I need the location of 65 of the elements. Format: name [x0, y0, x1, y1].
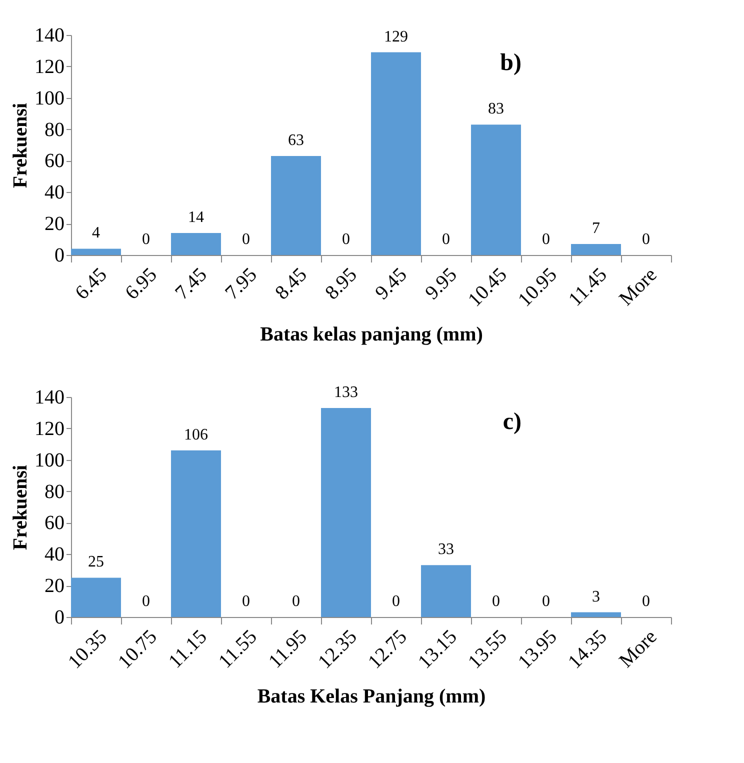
data-label: 0 — [542, 231, 550, 248]
data-label: 0 — [342, 231, 350, 248]
text: c) — [502, 409, 522, 435]
data-label: 0 — [642, 231, 650, 248]
x-tick-label: 9.95 — [421, 264, 462, 304]
bar — [571, 612, 621, 617]
bar — [71, 578, 121, 617]
bar — [371, 52, 421, 255]
data-label: 63 — [288, 132, 304, 149]
y-tick-label: 140 — [34, 24, 64, 46]
data-label: 25 — [88, 554, 104, 571]
bar — [421, 565, 471, 617]
data-label: 0 — [292, 593, 300, 610]
x-tick-label: 6.45 — [71, 264, 112, 304]
x-axis-title: Batas Kelas Panjang (mm) — [257, 685, 486, 708]
data-label: 7 — [592, 220, 600, 237]
x-tick-label: 7.45 — [171, 264, 212, 304]
x-tick-label: 6.95 — [121, 264, 162, 304]
y-tick-label: 120 — [34, 56, 64, 78]
bar — [571, 244, 621, 255]
data-label: 0 — [542, 593, 550, 610]
bar — [171, 450, 221, 617]
y-tick-label: 60 — [44, 512, 64, 534]
data-label: 4 — [92, 224, 100, 242]
y-tick-label: 60 — [44, 150, 64, 172]
data-label: 0 — [492, 593, 500, 610]
data-label: 3 — [592, 588, 600, 606]
bar — [321, 408, 371, 617]
y-tick-label: 100 — [34, 449, 64, 472]
y-axis-title: Frekuensi — [10, 102, 32, 188]
data-label: 0 — [142, 593, 150, 610]
x-tick-label: 8.45 — [271, 264, 312, 304]
y-tick-label: 20 — [44, 213, 64, 236]
y-tick-label: 100 — [34, 87, 64, 110]
y-tick-label: 80 — [44, 480, 64, 503]
y-axis-title: Frekuensi — [10, 464, 32, 550]
x-tick-label: 9.45 — [371, 264, 412, 304]
data-label: 106 — [184, 426, 208, 444]
y-tick-label: 40 — [44, 182, 64, 204]
y-tick-label: 0 — [54, 244, 64, 266]
bar — [471, 124, 521, 255]
x-tick-label: 7.95 — [221, 264, 262, 304]
data-label: 0 — [142, 231, 150, 248]
x-axis-title: Batas kelas panjang (mm) — [260, 323, 483, 346]
data-label: 0 — [242, 593, 250, 610]
data-label: 14 — [188, 209, 204, 226]
data-label: 133 — [334, 384, 358, 401]
data-label: 0 — [392, 593, 400, 610]
data-label: 0 — [642, 593, 650, 610]
data-label: 0 — [442, 231, 450, 248]
y-tick-label: 0 — [54, 606, 64, 628]
bar — [171, 233, 221, 255]
data-label: 0 — [242, 231, 250, 248]
y-tick-label: 40 — [44, 544, 64, 566]
bar — [271, 156, 321, 255]
text: b) — [500, 50, 522, 76]
bar — [71, 248, 121, 255]
y-tick-label: 20 — [44, 575, 64, 598]
data-label: 33 — [438, 541, 454, 558]
data-label: 129 — [384, 28, 408, 46]
y-tick-label: 120 — [34, 418, 64, 440]
y-tick-label: 80 — [44, 118, 64, 141]
y-tick-label: 140 — [34, 386, 64, 408]
data-label: 83 — [488, 100, 504, 118]
x-tick-label: 8.95 — [321, 264, 362, 304]
